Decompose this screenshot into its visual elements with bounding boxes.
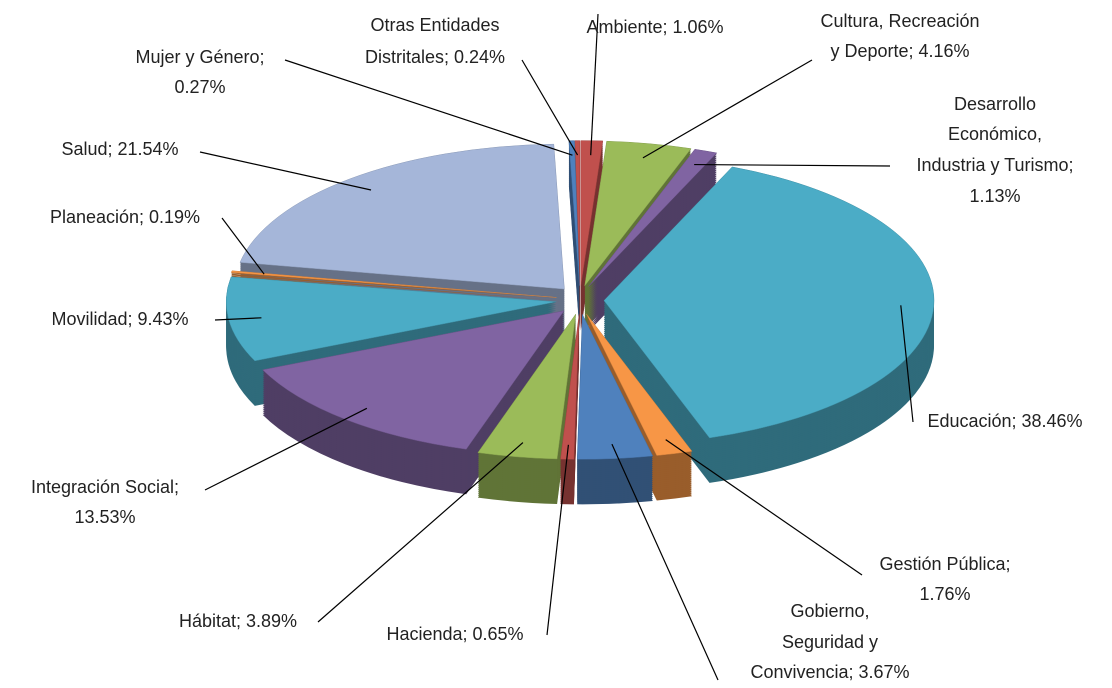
data-label: 0.27% (174, 77, 225, 97)
slice-top (603, 166, 935, 439)
data-label: Gestión Pública; (879, 554, 1010, 574)
slice-top (584, 140, 692, 287)
pie-slice (576, 314, 654, 505)
slice-side (568, 165, 580, 311)
slice-top (477, 314, 576, 460)
leader-line (665, 439, 863, 576)
leader-line (546, 444, 569, 636)
slice-side (231, 273, 557, 301)
slice-side (568, 157, 580, 303)
data-label: Movilidad; 9.43% (51, 309, 188, 329)
leader-line (590, 13, 599, 156)
slice-top (230, 270, 557, 298)
data-label: 1.76% (919, 584, 970, 604)
slice-side (568, 153, 580, 299)
leader-line (214, 317, 262, 321)
data-label: Gobierno, (790, 601, 869, 621)
data-label: 13.53% (74, 507, 135, 527)
slice-side (568, 155, 580, 301)
leader-line (221, 217, 265, 275)
data-label: Industria y Turismo; (916, 155, 1073, 175)
data-label: Cultura, Recreación (820, 11, 979, 31)
data-label: Otras Entidades (370, 15, 499, 35)
data-label: Seguridad y (782, 632, 878, 652)
leader-line (642, 59, 813, 159)
pie-slice (588, 149, 718, 332)
pie-slice (603, 166, 935, 483)
data-label: Hacienda; 0.65% (386, 624, 523, 644)
slice-top (588, 149, 718, 287)
slice-side (568, 163, 580, 309)
slice-top (574, 140, 581, 286)
slice-side (568, 183, 580, 329)
data-label: Salud; 21.54% (61, 139, 178, 159)
slice-side (568, 175, 580, 321)
slice-side (568, 149, 580, 295)
data-label: Distritales; 0.24% (365, 47, 505, 67)
slice-side (568, 159, 580, 305)
slice-side (568, 145, 580, 291)
slice-side (568, 185, 580, 331)
slice-side (568, 177, 580, 323)
data-label: Educación; 38.46% (927, 411, 1082, 431)
data-label: Económico, (948, 124, 1042, 144)
slice-top (576, 314, 654, 460)
slice-side (568, 169, 580, 315)
leader-line (611, 443, 719, 681)
pie-slice (560, 314, 580, 505)
data-label: 1.13% (969, 186, 1020, 206)
data-label: Mujer y Género; (135, 47, 264, 67)
slice-side (568, 179, 580, 325)
slice-side (568, 161, 580, 307)
data-label: Hábitat; 3.89% (179, 611, 297, 631)
data-label: Planeación; 0.19% (50, 207, 200, 227)
data-label: Convivencia; 3.67% (750, 662, 909, 682)
slice-side (568, 171, 580, 317)
data-label: Ambiente; 1.06% (586, 17, 723, 37)
slice-top (586, 313, 693, 456)
leader-line (284, 59, 573, 156)
leader-line (900, 305, 914, 423)
slice-side (568, 151, 580, 297)
slice-side (568, 181, 580, 327)
pie-slice (477, 314, 576, 504)
leader-line (199, 151, 372, 191)
slice-side (568, 173, 580, 319)
slice-top (239, 143, 565, 290)
leader-line (317, 442, 524, 623)
data-label: Integración Social; (31, 477, 179, 497)
slice-side (568, 167, 580, 313)
data-label: y Deporte; 4.16% (830, 41, 969, 61)
leader-line (204, 407, 368, 491)
leader-line (521, 59, 579, 156)
slice-side (568, 147, 580, 293)
data-label: Desarrollo (954, 94, 1036, 114)
leader-line (694, 163, 891, 167)
pie-slice (568, 140, 580, 331)
